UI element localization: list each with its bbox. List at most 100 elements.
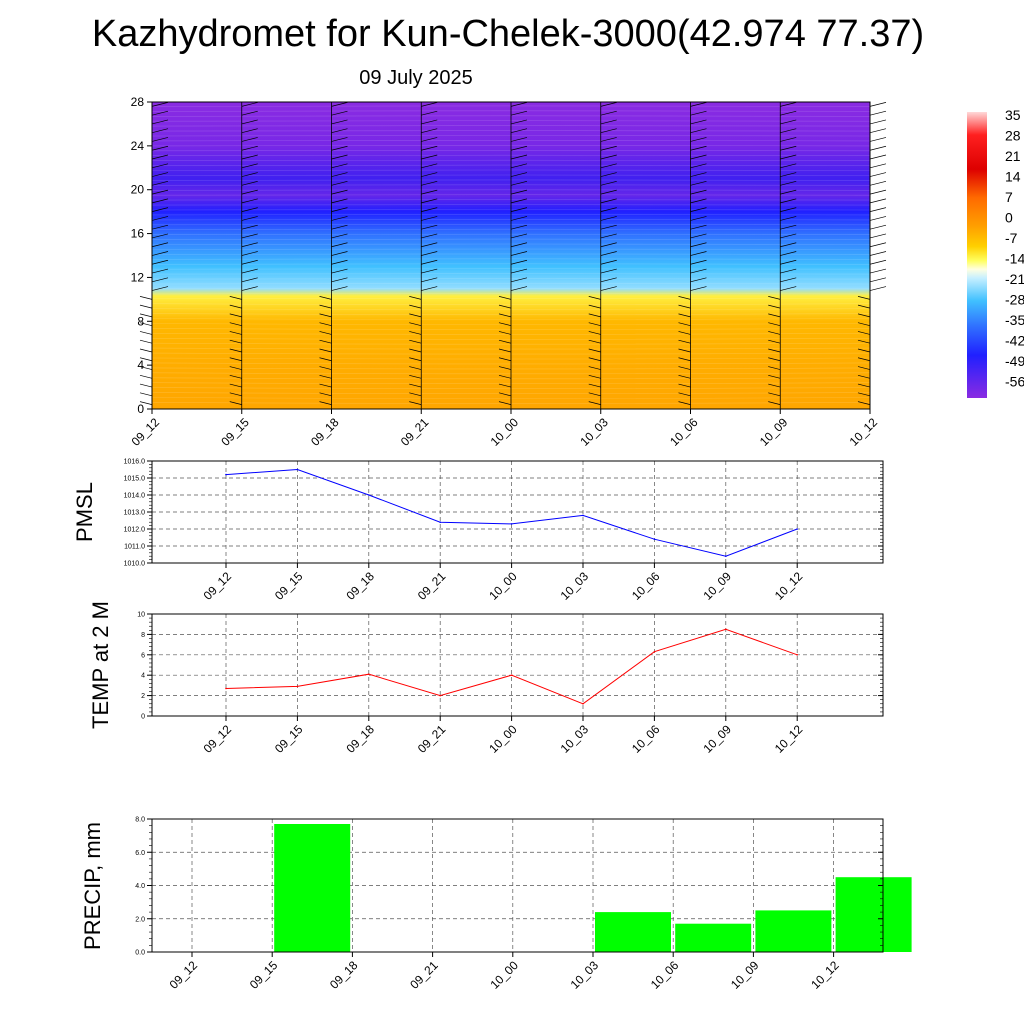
wind-barb [331, 172, 348, 177]
colorbar-label: 28 [1005, 128, 1021, 144]
wind-barb [241, 180, 258, 186]
wind-barb [241, 137, 258, 142]
wind-barb [780, 128, 797, 134]
wind-barb [510, 216, 528, 221]
wind-barb [151, 102, 169, 107]
wind-barb [678, 339, 691, 344]
y-tick-label: 1014.0 [124, 493, 146, 500]
wind-barb [241, 128, 258, 134]
y-tick-label: 8.0 [135, 817, 145, 824]
colorbar-label: -7 [1005, 230, 1018, 246]
wind-barb [690, 233, 707, 239]
x-tick-label: 10_00 [486, 722, 520, 756]
wind-barb [780, 145, 797, 151]
wind-barb [600, 198, 617, 204]
wind-barb [600, 110, 617, 116]
wind-barb [780, 216, 797, 221]
wind-barb [421, 224, 438, 230]
wind-barb [678, 401, 691, 405]
wind-barb [331, 259, 348, 265]
wind-barb [151, 137, 169, 142]
wind-barb [241, 110, 258, 116]
wind-barb [498, 348, 512, 353]
wind-barb [151, 198, 169, 204]
y-tick-label: 1013.0 [124, 510, 146, 517]
wind-barb [319, 339, 332, 344]
wind-barb [331, 128, 348, 134]
wind-barb [869, 163, 887, 169]
wind-barb [600, 128, 617, 134]
wind-barb [588, 366, 601, 370]
y-tick-label: 8 [141, 632, 145, 639]
x-tick-label: 10_00 [487, 958, 521, 992]
wind-barb [229, 366, 242, 370]
x-tick-label: 09_15 [247, 958, 281, 992]
precip-bar [835, 877, 912, 952]
wind-barb [869, 119, 887, 125]
wind-barb [510, 163, 528, 169]
wind-barb [510, 154, 528, 160]
wind-barb [331, 137, 348, 142]
wind-barb [139, 383, 153, 388]
x-tick-label: 09_15 [272, 569, 306, 603]
wind-barb [409, 322, 422, 327]
wind-barb [151, 119, 169, 125]
wind-barb [421, 172, 438, 177]
wind-barb [678, 357, 691, 362]
wind-barb [498, 304, 512, 309]
data-point [796, 528, 798, 530]
wind-barb [600, 286, 617, 291]
wind-barb [510, 137, 528, 142]
x-tick-label: 09_18 [343, 722, 377, 756]
wind-barb [229, 392, 242, 397]
data-point [796, 654, 798, 656]
wind-barb [857, 348, 871, 353]
wind-barb [869, 216, 887, 221]
wind-barb [421, 242, 438, 248]
wind-barb [421, 286, 438, 291]
wind-barb [588, 339, 601, 344]
y-tick-label: 0 [141, 714, 145, 721]
y-tick-label: 1012.0 [124, 527, 146, 534]
wind-barb [690, 198, 707, 204]
x-tick-label: 10_12 [808, 958, 842, 992]
wind-barb [600, 268, 617, 274]
wind-barb [690, 128, 707, 134]
wind-barb [690, 207, 707, 212]
wind-barb [510, 207, 528, 212]
wind-barb [151, 251, 169, 256]
wind-barb [421, 251, 438, 256]
wind-barb [678, 331, 691, 335]
wind-barb [241, 251, 258, 256]
wind-barb [229, 304, 242, 309]
data-point [510, 523, 513, 525]
wind-barb [229, 357, 242, 362]
wind-barb [768, 392, 781, 397]
wind-barb [768, 401, 781, 405]
wind-barb [241, 286, 258, 291]
wind-barb [600, 163, 617, 169]
x-tick-label: 10_03 [568, 958, 602, 992]
wind-barb [421, 207, 438, 212]
x-tick-label: 10_03 [577, 415, 611, 449]
y-tick-label: 10 [137, 612, 145, 619]
wind-barb [588, 296, 601, 300]
wind-barb [229, 401, 242, 405]
wind-barb [768, 374, 781, 379]
x-tick-label: 10_03 [558, 722, 592, 756]
wind-barb [600, 207, 617, 212]
wind-barb [588, 331, 601, 335]
wind-barb [600, 189, 617, 195]
wind-barb [690, 110, 707, 116]
wind-barb [780, 172, 797, 177]
wind-barb [768, 331, 781, 335]
data-point [439, 521, 442, 523]
wind-barb [869, 259, 887, 265]
wind-barb [319, 401, 332, 405]
data-point [225, 687, 227, 690]
wind-barb [768, 366, 781, 370]
wind-barb [690, 102, 707, 107]
cross-section-panel: 0 4 8 12 16 20 24 28 09_12 09_15 09_18 09_21 10_00 1… [129, 95, 887, 449]
wind-barb [151, 286, 169, 291]
